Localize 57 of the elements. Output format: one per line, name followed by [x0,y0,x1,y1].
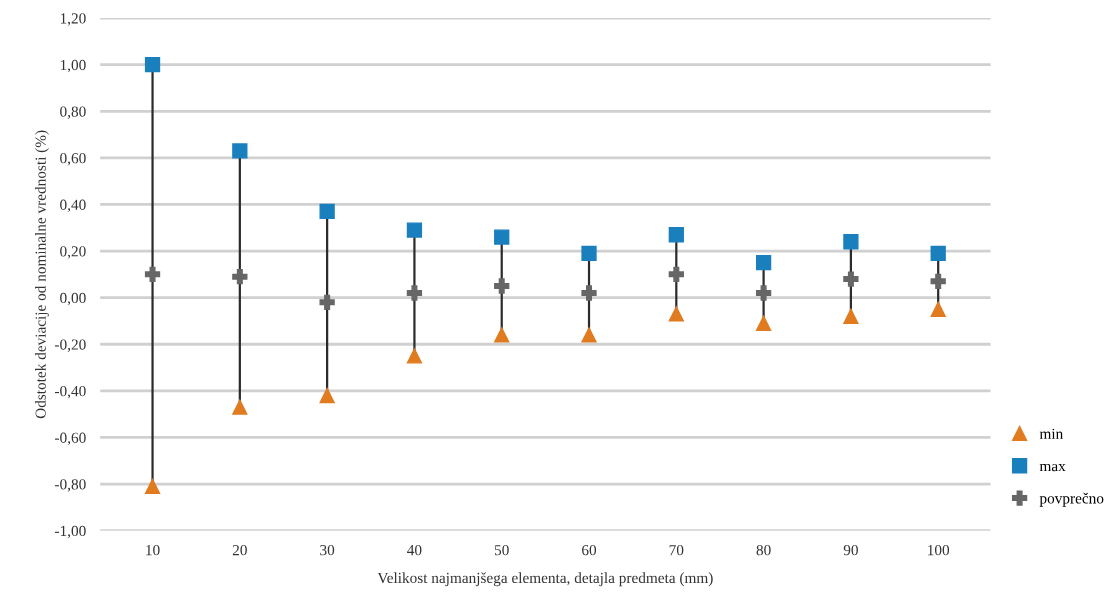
x-tick-label: 80 [756,544,771,556]
point [668,227,684,243]
y-tick-label: -0,40 [55,385,86,399]
point [406,222,423,238]
point [494,229,510,245]
point [406,348,423,364]
point [668,306,684,322]
x-tick-label: 70 [669,544,684,556]
legend-label: min [1039,428,1063,439]
x-axis-title: Velikost najmanjšega elementa, detajla predmeta (mm) [377,572,713,587]
y-tick-label: 0,80 [60,106,86,119]
y-tick-label: -1,00 [55,525,86,539]
point [232,269,248,285]
x-tick-label: 50 [494,544,509,556]
point [755,315,772,331]
point [930,301,946,317]
point [406,285,423,301]
x-tick-label: 100 [928,544,950,556]
y-tick-label: -0,20 [55,339,86,352]
point [843,271,859,287]
point [581,327,597,343]
y-axis-title: Odstotek deviacije od nominalne vrednosti (%) [35,130,49,419]
point [319,294,335,310]
point [232,143,248,159]
point [581,285,597,301]
y-tick-label: -0,80 [55,479,86,492]
point [144,478,161,495]
legend-label: povprečno [1039,492,1104,507]
y-tick-label: 0,00 [60,292,86,306]
y-tick-label: -0,60 [55,432,86,446]
point [755,255,772,271]
point [232,399,248,415]
point [843,234,859,250]
y-tick-label: 0,40 [60,199,86,213]
x-tick-label: 30 [320,544,335,556]
y-tick-label: 1,20 [60,13,86,26]
point [494,278,510,294]
point [319,203,335,220]
point [494,327,510,343]
y-tick-label: 1,00 [60,59,86,73]
point [930,245,946,262]
point [144,57,161,73]
point [581,245,597,262]
point [319,387,335,404]
point [668,266,684,283]
y-tick-label: 0,20 [60,246,86,259]
point [755,285,772,301]
x-tick-label: 10 [146,544,160,556]
legend-label: max [1039,463,1066,472]
x-tick-label: 40 [407,544,422,556]
point [930,273,946,289]
point [144,266,161,283]
x-tick-label: 60 [582,544,597,556]
y-tick-label: 0,60 [60,153,86,166]
x-tick-label: 20 [232,544,247,556]
x-tick-label: 90 [843,544,858,556]
point [843,308,859,324]
